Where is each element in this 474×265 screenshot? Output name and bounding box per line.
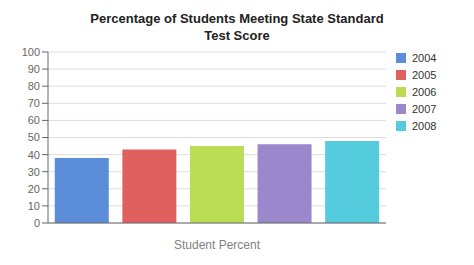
html-text:2008: 2008 [412, 120, 437, 132]
html-text:2004: 2004 [412, 52, 437, 64]
svg-text:80: 80 [28, 80, 40, 92]
svg-text:100: 100 [22, 46, 40, 58]
svg-text:40: 40 [28, 149, 40, 161]
svg-text:60: 60 [28, 114, 40, 126]
svg-text:Student Percent: Student Percent [174, 238, 261, 252]
svg-text:90: 90 [28, 63, 40, 75]
html-text:2007: 2007 [412, 103, 437, 115]
html-text:Test Score: Test Score [204, 28, 270, 43]
html-text:Percentage of Students Meeting: Percentage of Students Meeting State Sta… [90, 11, 384, 26]
html-text:2006: 2006 [412, 86, 437, 98]
svg-text:50: 50 [28, 131, 40, 143]
svg-text:20: 20 [28, 183, 40, 195]
svg-text:0: 0 [34, 217, 40, 229]
svg-text:70: 70 [28, 97, 40, 109]
svg-text:30: 30 [28, 166, 40, 178]
html-text:2005: 2005 [412, 69, 437, 81]
svg-text:10: 10 [28, 200, 40, 212]
